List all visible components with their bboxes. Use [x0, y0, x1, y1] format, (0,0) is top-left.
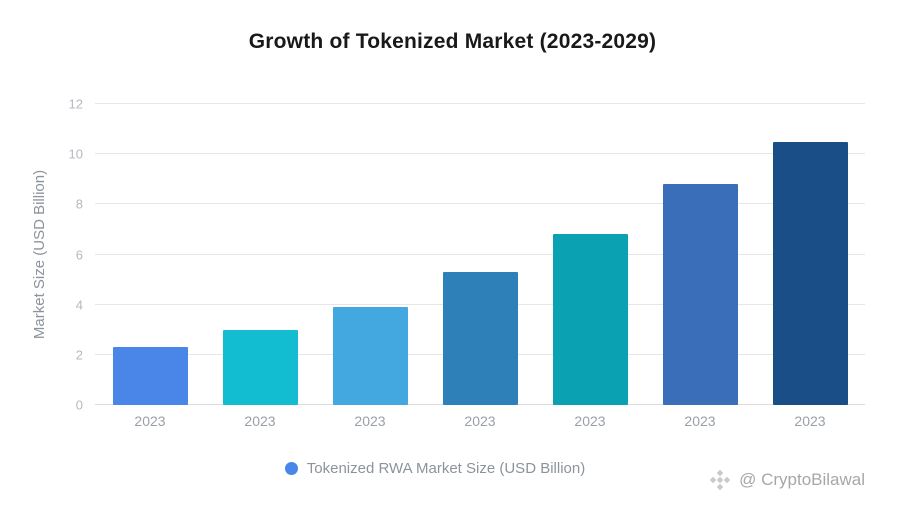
- x-tick-label: 2023: [134, 413, 166, 429]
- x-tick-label: 2023: [574, 413, 606, 429]
- y-tick-label: 4: [75, 297, 83, 313]
- bar-column: [205, 104, 315, 405]
- bar-column: [315, 104, 425, 405]
- bar-1-2023: [222, 329, 298, 405]
- y-tick-label: 8: [75, 196, 83, 212]
- x-tick-label: 2023: [244, 413, 276, 429]
- bar-0-2023: [112, 347, 188, 405]
- x-tick-label: 2023: [354, 413, 386, 429]
- bar-column: [645, 104, 755, 405]
- bar-5-2023: [662, 184, 738, 405]
- y-tick-label: 10: [68, 146, 83, 162]
- plot-area: 0 2 4 6 8 10 12: [69, 98, 865, 412]
- watermark: @ CryptoBilawal: [708, 468, 865, 492]
- binance-logo-icon: [709, 469, 731, 491]
- y-tick-label: 0: [75, 397, 83, 413]
- x-tick-label: 2023: [684, 413, 716, 429]
- legend: Tokenized RWA Market Size (USD Billion): [0, 460, 870, 477]
- gridline: [95, 253, 865, 255]
- y-tick-label: 6: [75, 247, 83, 262]
- legend-marker-icon: [284, 462, 298, 475]
- y-tick-label: 2: [75, 347, 83, 363]
- y-tick-label: 12: [68, 96, 83, 112]
- legend-label: Tokenized RWA Market Size (USD Billion): [306, 460, 586, 477]
- y-axis-label-text: Market Size (USD Billion): [31, 169, 49, 340]
- x-tick-label: 2023: [464, 413, 496, 429]
- gridline: [95, 203, 865, 205]
- bar-column: [535, 104, 645, 405]
- x-tick-label: 2023: [794, 413, 826, 429]
- bar-column: [755, 104, 865, 405]
- y-axis-label: Market Size (USD Billion): [30, 104, 50, 405]
- bar-2-2023: [332, 307, 408, 405]
- watermark-text: @ CryptoBilawal: [739, 470, 865, 489]
- x-axis-labels: 2023 2023 2023 2023 2023 2023 2023: [95, 413, 865, 429]
- bar-3-2023: [442, 272, 518, 405]
- bar-4-2023: [552, 234, 628, 405]
- bar-column: [95, 104, 205, 405]
- gridline: [95, 103, 865, 104]
- bars-row: [95, 104, 865, 405]
- chart-title: Growth of Tokenized Market (2023-2029): [248, 30, 657, 53]
- bar-column: [425, 104, 535, 405]
- bar-6-2023: [772, 141, 848, 405]
- gridline: [95, 153, 865, 155]
